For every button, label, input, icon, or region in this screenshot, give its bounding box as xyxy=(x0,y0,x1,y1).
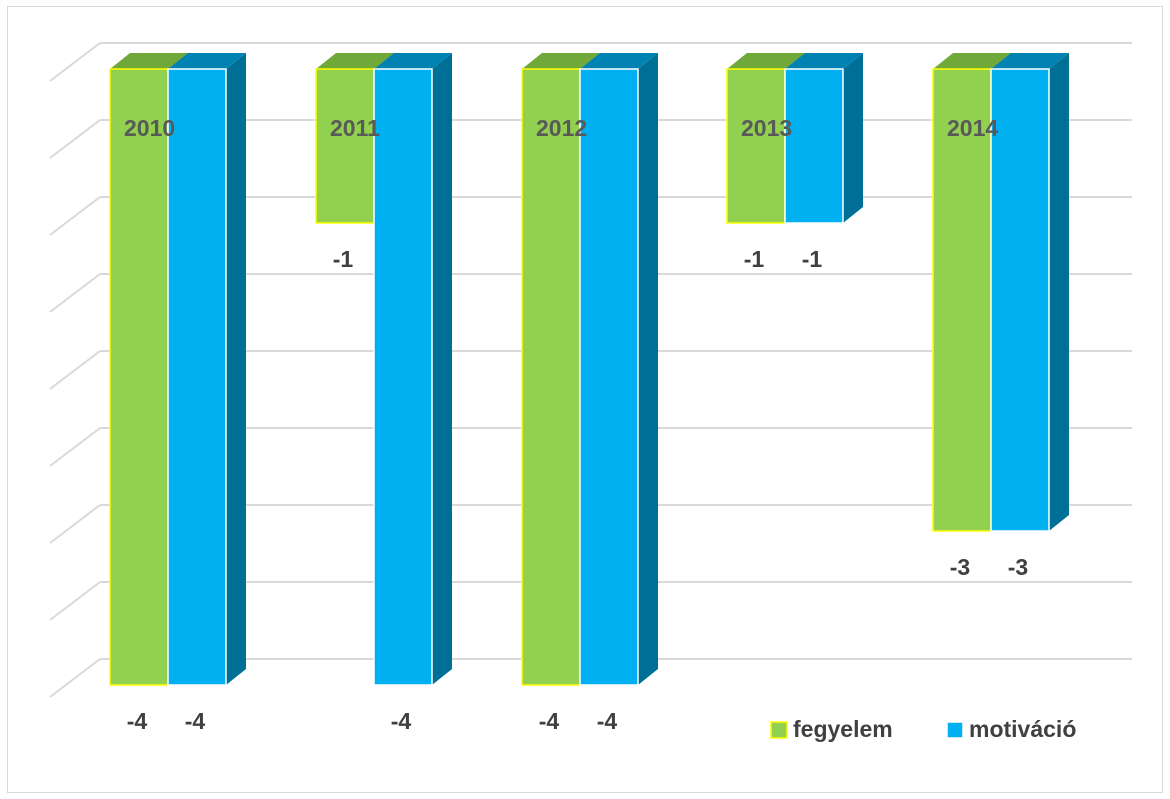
bars xyxy=(109,53,1069,686)
bar-top xyxy=(727,53,805,69)
bar-motiváció-2013 xyxy=(784,53,863,224)
bar-top xyxy=(991,53,1069,69)
legend: fegyelem motiváció xyxy=(770,716,1076,742)
bar-top xyxy=(110,53,188,69)
legend-label-fegyelem: fegyelem xyxy=(793,716,893,742)
data-label: -3 xyxy=(950,554,970,580)
data-label: -4 xyxy=(127,708,148,734)
gridline-depth xyxy=(49,658,101,698)
bar-motiváció-2012 xyxy=(579,53,658,686)
category-label-2014: 2014 xyxy=(947,115,998,141)
gridline-depth xyxy=(49,273,101,313)
gridline-depth xyxy=(49,42,101,82)
bar-front xyxy=(784,68,844,224)
bar-top xyxy=(316,53,394,69)
bar-front xyxy=(521,68,581,686)
bar-top xyxy=(580,53,658,69)
bar-motiváció-2014 xyxy=(990,53,1069,532)
bar-front xyxy=(373,68,433,686)
bar-front xyxy=(109,68,169,686)
data-label: -4 xyxy=(597,708,618,734)
bar-front xyxy=(726,68,786,224)
bar-side xyxy=(638,53,658,685)
data-label: -3 xyxy=(1008,554,1028,580)
category-label-2013: 2013 xyxy=(741,115,792,141)
bar-top xyxy=(522,53,600,69)
bar-side xyxy=(226,53,246,685)
gridline-depth xyxy=(49,350,101,390)
data-label: -4 xyxy=(185,708,206,734)
data-label: -1 xyxy=(802,246,823,272)
bar-top xyxy=(785,53,863,69)
category-label-2011: 2011 xyxy=(330,115,380,141)
gridline-depth xyxy=(49,427,101,467)
bar-front xyxy=(167,68,227,686)
gridline-depth xyxy=(49,581,101,621)
labels: -4 -4 2010 -1 -4 2011 -4 -4 2012 -1 -1 2013 -3 -3 2014 xyxy=(124,115,1028,734)
bar-side xyxy=(843,53,863,223)
category-label-2010: 2010 xyxy=(124,115,175,141)
gridline-depth xyxy=(49,196,101,236)
category-label-2012: 2012 xyxy=(536,115,587,141)
gridline-depth xyxy=(49,504,101,544)
bar-side xyxy=(432,53,452,685)
legend-label-motiváció: motiváció xyxy=(969,716,1076,742)
bar-top xyxy=(168,53,246,69)
data-label: -1 xyxy=(744,246,765,272)
data-label: -4 xyxy=(391,708,412,734)
bar-front xyxy=(990,68,1050,532)
bar-front xyxy=(315,68,375,224)
bar-motiváció-2010 xyxy=(167,53,246,686)
gridline-depth xyxy=(49,119,101,159)
legend-swatch-motiváció xyxy=(946,721,964,739)
bar-side xyxy=(1049,53,1069,531)
legend-swatch-fegyelem xyxy=(770,721,788,739)
data-label: -4 xyxy=(539,708,560,734)
bar-top xyxy=(933,53,1011,69)
bar-front xyxy=(579,68,639,686)
bar-top xyxy=(374,53,452,69)
bar-front xyxy=(932,68,992,532)
data-label: -1 xyxy=(333,246,354,272)
bar-motiváció-2011 xyxy=(373,53,452,686)
